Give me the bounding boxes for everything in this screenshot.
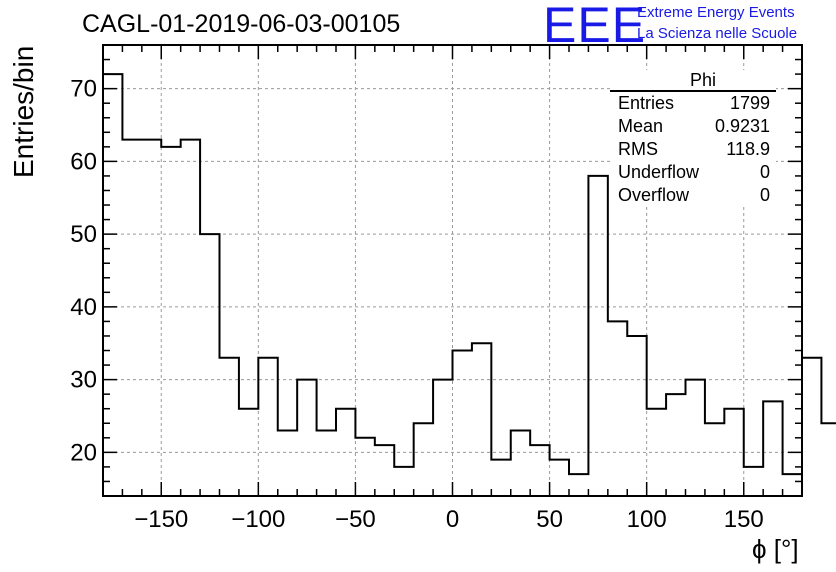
histogram-bin [142, 140, 161, 496]
x-tick-label: −100 [231, 506, 285, 533]
histogram-bin [647, 409, 666, 496]
histogram-bin [569, 474, 588, 496]
histogram-bin [802, 358, 821, 496]
histogram-bin [122, 140, 141, 496]
x-tick-label: 150 [724, 506, 764, 533]
x-tick-label: −150 [134, 506, 188, 533]
stats-key: Entries [618, 93, 675, 113]
histogram-bin [666, 394, 685, 496]
histogram-bin [821, 423, 836, 496]
histogram-bin [491, 460, 510, 496]
histogram-bin [588, 176, 607, 496]
stats-row-underflow: Underflow 0 [610, 161, 776, 184]
histogram-bin [103, 74, 122, 496]
y-tick-label: 30 [70, 367, 97, 394]
stats-row-mean: Mean 0.9231 [610, 115, 776, 138]
histogram-bin [394, 467, 413, 496]
x-tick-label: 0 [446, 506, 459, 533]
histogram-bin [375, 445, 394, 496]
histogram-bin [686, 380, 705, 496]
histogram-bin [530, 445, 549, 496]
logo-line-2: La Scienza nelle Scuole [637, 25, 798, 42]
x-tick-label: 50 [536, 506, 563, 533]
histogram-bin [220, 358, 239, 496]
histogram-bin [336, 409, 355, 496]
y-tick-label: 20 [70, 439, 97, 466]
chart-title: CAGL-01-2019-06-03-00105 [82, 10, 401, 38]
stats-value: 0.9231 [714, 116, 770, 136]
histogram-bin [355, 438, 374, 496]
stats-title: Phi [610, 70, 776, 92]
histogram-layer [103, 73, 836, 496]
stats-key: Mean [618, 116, 664, 136]
histogram-bin [258, 358, 277, 496]
histogram-bin [161, 147, 180, 496]
histogram-bin [297, 380, 316, 496]
histogram-bin [550, 460, 569, 496]
histogram-bin [744, 467, 763, 496]
histogram-bin [414, 423, 433, 496]
histogram-bin [472, 343, 491, 496]
histogram-bin [763, 401, 782, 496]
histogram-bin [783, 474, 802, 496]
histogram-outline [103, 73, 836, 476]
logo-line-1: Extreme Energy Events [637, 4, 795, 21]
histogram-bin [608, 321, 627, 496]
stats-key: Underflow [618, 162, 700, 182]
y-tick-label: 50 [70, 221, 97, 248]
stats-key: Overflow [618, 185, 690, 205]
x-axis-label: ϕ [°] [752, 534, 799, 564]
histogram-bin [239, 409, 258, 496]
histogram-bin [433, 380, 452, 496]
histogram-bin [511, 431, 530, 496]
stats-row-rms: RMS 118.9 [610, 138, 776, 161]
eee-logo-mark: EEE [543, 0, 647, 53]
y-tick-label: 60 [70, 148, 97, 175]
x-tick-label: −50 [335, 506, 376, 533]
stats-value: 0 [759, 185, 770, 205]
histogram-bin [181, 140, 200, 496]
axis-layer: −150 −100 −50 0 50 100 150 20 30 40 50 60 70 [70, 44, 803, 533]
y-tick-label: 70 [70, 76, 97, 103]
stats-value: 1799 [729, 93, 770, 113]
stats-value: 0 [759, 162, 770, 182]
histogram-bin [627, 336, 646, 496]
y-axis-label: Entries/bin [8, 45, 39, 178]
x-tick-label: 100 [627, 506, 667, 533]
y-tick-label: 40 [70, 294, 97, 321]
histogram-bin [278, 431, 297, 496]
stats-box: Phi Entries 1799 Mean 0.9231 RMS 118.9 U… [610, 70, 776, 207]
histogram-bin [705, 423, 724, 496]
stats-value: 118.9 [726, 139, 770, 159]
histogram-bin [724, 409, 743, 496]
stats-key: RMS [618, 139, 658, 159]
stats-row-overflow: Overflow 0 [610, 184, 776, 207]
stats-row-entries: Entries 1799 [610, 92, 776, 115]
histogram-bin [317, 431, 336, 496]
histogram-bin [453, 351, 472, 496]
histogram-bin [200, 234, 219, 496]
